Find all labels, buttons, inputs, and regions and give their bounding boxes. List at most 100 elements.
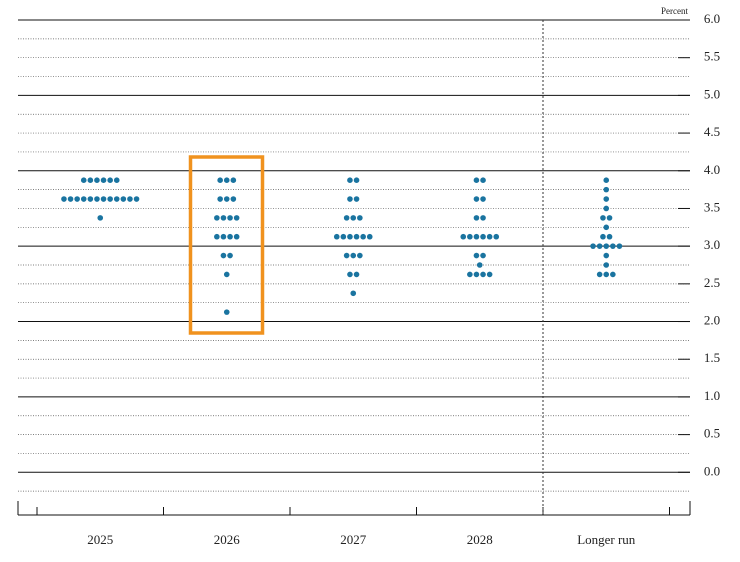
dot xyxy=(100,196,107,202)
dot xyxy=(610,243,616,249)
y-tick-label: 1.0 xyxy=(704,388,720,403)
dot xyxy=(467,271,473,278)
dot xyxy=(473,271,480,278)
dot xyxy=(350,215,357,221)
y-axis-label: Percent xyxy=(661,6,688,16)
dot xyxy=(217,177,223,183)
dot xyxy=(467,233,473,240)
dot xyxy=(87,177,94,183)
y-tick-label: 4.5 xyxy=(704,124,720,139)
dot xyxy=(353,233,360,240)
dot xyxy=(220,233,227,240)
dot xyxy=(94,177,100,183)
dot xyxy=(603,196,610,202)
dot xyxy=(133,196,140,202)
dot xyxy=(223,309,230,315)
dot xyxy=(223,271,230,278)
dot xyxy=(80,177,87,183)
dot xyxy=(217,196,223,202)
dot xyxy=(87,196,94,202)
dot xyxy=(357,215,363,221)
dot xyxy=(333,233,340,240)
dot xyxy=(353,177,360,183)
dot xyxy=(610,271,616,278)
dot xyxy=(347,196,353,202)
dot xyxy=(473,233,480,240)
dot xyxy=(480,177,486,183)
y-tick-label: 4.0 xyxy=(704,162,720,177)
dot xyxy=(74,196,80,202)
dot xyxy=(347,271,353,278)
dot xyxy=(603,262,610,268)
dot xyxy=(343,252,350,259)
dot xyxy=(360,233,366,240)
dot xyxy=(214,215,220,221)
y-tick-label: 5.5 xyxy=(704,49,720,64)
dot xyxy=(480,196,486,202)
dot xyxy=(486,271,493,278)
dot xyxy=(473,215,480,221)
y-tick-label: 6.0 xyxy=(704,11,720,26)
dot xyxy=(473,196,480,202)
dot xyxy=(460,233,467,240)
dot xyxy=(350,252,357,259)
dot xyxy=(227,215,233,221)
y-tick-label: 2.0 xyxy=(704,313,720,328)
dot xyxy=(603,177,610,183)
y-tick-label: 0.0 xyxy=(704,463,720,478)
dot xyxy=(230,177,237,183)
dot xyxy=(67,196,74,202)
dot xyxy=(214,233,220,240)
dot xyxy=(600,233,606,240)
dot xyxy=(120,196,127,202)
dot xyxy=(486,233,493,240)
x-tick-label: 2025 xyxy=(87,532,113,547)
dot xyxy=(347,177,353,183)
y-tick-label: 1.5 xyxy=(704,350,720,365)
x-tick-label: Longer run xyxy=(577,532,636,547)
y-tick-label: 0.5 xyxy=(704,426,720,441)
dot xyxy=(493,233,500,240)
dot xyxy=(94,196,100,202)
y-tick-label: 2.5 xyxy=(704,275,720,290)
dot xyxy=(616,243,623,249)
dot xyxy=(100,177,107,183)
dot xyxy=(357,252,363,259)
y-tick-label: 3.5 xyxy=(704,199,720,214)
dot xyxy=(480,215,486,221)
dot xyxy=(113,196,120,202)
dot xyxy=(353,271,360,278)
dot xyxy=(480,233,486,240)
dot xyxy=(223,196,230,202)
dot xyxy=(220,252,227,259)
dot xyxy=(227,252,233,259)
dot xyxy=(596,271,603,278)
dot xyxy=(603,271,610,278)
dot xyxy=(233,233,240,240)
dot xyxy=(107,196,113,202)
dot xyxy=(600,215,606,221)
highlight-box xyxy=(188,155,265,335)
dot xyxy=(343,215,350,221)
dot xyxy=(340,233,347,240)
dot xyxy=(480,271,486,278)
dot xyxy=(476,262,483,268)
dot xyxy=(606,233,613,240)
dot xyxy=(107,177,113,183)
x-tick-label: 2026 xyxy=(214,532,241,547)
dot xyxy=(606,215,613,221)
dot xyxy=(350,290,357,297)
dot xyxy=(603,243,610,249)
dot xyxy=(230,196,237,202)
dot xyxy=(347,233,353,240)
dot xyxy=(590,243,596,249)
dot xyxy=(220,215,227,221)
dot xyxy=(233,215,240,221)
dot xyxy=(80,196,87,202)
dot xyxy=(113,177,120,183)
dot xyxy=(97,215,104,221)
dot xyxy=(61,196,67,202)
dot xyxy=(227,233,233,240)
dot xyxy=(603,186,610,193)
